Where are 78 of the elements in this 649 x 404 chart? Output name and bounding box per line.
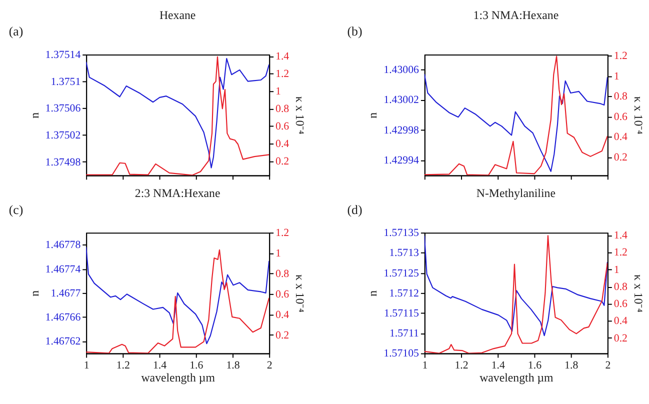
y-tick-label: 1.5711 [389, 328, 419, 340]
y-axis-title: n [366, 112, 380, 118]
y2-tick-label: 0.4 [614, 131, 628, 144]
y-tick-label: 1.37498 [45, 156, 82, 168]
x-tick-label: 1.6 [190, 360, 204, 372]
y2-tick-label: 0.8 [276, 268, 290, 280]
y-tick-label: 1.46762 [45, 336, 81, 348]
y-axis-title: n [27, 290, 42, 296]
y-tick-label: 1.57105 [384, 348, 420, 360]
x-tick-label: 1.4 [491, 360, 506, 372]
text: (a) [8, 24, 24, 39]
y2-axis-title: κ x 10⁻⁴ [631, 274, 646, 312]
y-axis-title: n [27, 112, 42, 118]
y2-tick-label: 0.2 [276, 329, 290, 342]
y2-tick-label: 1 [276, 86, 281, 98]
x-tick-label: 1.6 [528, 360, 542, 372]
text: (d) [347, 202, 362, 217]
y-tick-label: 1.57125 [384, 267, 420, 280]
y2-tick-label: 0.4 [614, 315, 628, 328]
x-tick-label: 1.8 [564, 360, 579, 372]
y2-tick-label: 1 [614, 264, 620, 276]
y2-tick-label: 0.8 [614, 90, 628, 103]
y-tick-label: 1.42998 [384, 124, 420, 136]
y2-tick-label: 0.6 [276, 120, 290, 133]
y2-tick-label: 1 [614, 70, 620, 82]
y2-axis-title: κ x 10⁻⁴ [631, 96, 646, 134]
x-axis-title: wavelength µm [480, 370, 554, 384]
y2-tick-label: 1.2 [276, 68, 290, 80]
x-tick-label: 1 [422, 360, 428, 372]
y2-tick-label: 1.2 [614, 50, 628, 62]
y2-axis-title: κ x 10⁻⁴ [293, 96, 308, 134]
y-tick-label: 1.37514 [45, 48, 82, 61]
y-tick-label: 1.43006 [384, 64, 420, 76]
x-tick-label: 1.2 [454, 360, 468, 372]
y-tick-label: 1.57115 [384, 308, 420, 320]
y2-tick-label: 0.6 [614, 110, 628, 123]
y2-tick-label: 1.4 [614, 230, 628, 242]
y2-tick-label: 1.4 [276, 50, 290, 63]
y2-tick-label: 0.6 [614, 298, 628, 310]
chart-title: 1:3 NMA:Hexane [473, 8, 559, 22]
line-series [424, 74, 608, 172]
y-tick-label: 1.46774 [45, 263, 82, 276]
y2-axis-title: κ x 10⁻⁴ [293, 274, 308, 312]
y2-tick-label: 0.8 [276, 103, 290, 116]
y2-tick-label: 0.6 [276, 288, 290, 300]
y2-tick-label: 0.2 [614, 332, 628, 344]
y2-tick-label: 0.4 [276, 138, 290, 150]
y2-tick-label: 0.2 [276, 156, 290, 168]
y-tick-label: 1.43002 [384, 94, 419, 106]
x-tick-label: 2 [266, 360, 272, 372]
x-tick-label: 1 [84, 360, 90, 372]
x-tick-label: 2 [605, 360, 611, 372]
x-axis-title: wavelength µm [141, 370, 216, 384]
y2-tick-label: 0.4 [276, 308, 290, 321]
y2-tick-label: 1 [276, 248, 281, 260]
y2-tick-label: 0.8 [614, 280, 628, 293]
y-tick-label: 1.46766 [45, 312, 82, 324]
y-tick-label: 1.4677 [50, 287, 82, 300]
x-tick-label: 1.2 [116, 360, 130, 372]
y-tick-label: 1.57135 [384, 227, 420, 240]
y-tick-label: 1.46778 [45, 239, 82, 252]
text: (c) [8, 202, 24, 217]
y-tick-label: 1.5713 [389, 247, 420, 260]
y-tick-label: 1.37502 [45, 129, 81, 142]
chart-title: N-Methylaniline [476, 186, 556, 200]
y-tick-label: 1.5712 [389, 287, 419, 300]
y2-tick-label: 1.2 [614, 246, 628, 259]
chart-title: Hexane [159, 8, 196, 22]
y2-tick-label: 1.2 [276, 227, 290, 240]
y-tick-label: 1.3751 [50, 76, 81, 88]
chart-title: 2:3 NMA:Hexane [134, 186, 220, 200]
y-axis-title: n [366, 290, 380, 296]
x-tick-label: 1.8 [226, 360, 240, 372]
text: (b) [347, 24, 362, 39]
y-tick-label: 1.42994 [384, 154, 420, 167]
x-tick-label: 1.4 [152, 360, 168, 372]
y-tick-label: 1.37506 [45, 102, 82, 115]
y2-tick-label: 0.2 [614, 151, 628, 164]
